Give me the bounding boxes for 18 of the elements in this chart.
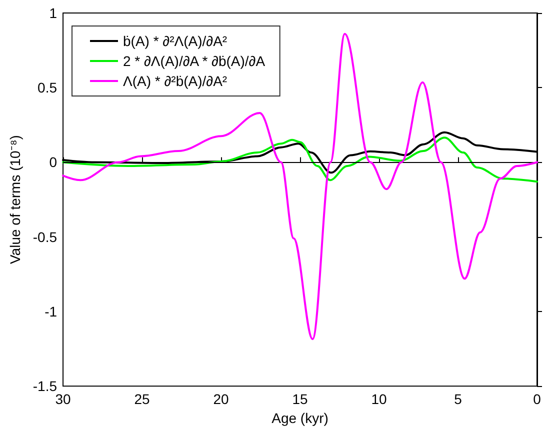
x-tick-label: 15	[292, 391, 308, 408]
x-axis-title: Age (kyr)	[272, 410, 328, 426]
x-tick-label: 20	[213, 391, 230, 408]
y-tick-label: -0.5	[32, 228, 58, 245]
y-tick-label: 0.5	[38, 80, 58, 96]
x-tick-label: 5	[454, 391, 462, 408]
legend-label: ḃ(A) * ∂²Λ(A)/∂A²	[123, 33, 228, 49]
y-tick-label: 1	[49, 5, 58, 21]
legend-label: 2 * ∂Λ(A)/∂A * ∂ḃ(A)/∂A	[123, 53, 266, 69]
x-tick-label: 25	[134, 391, 150, 408]
x-tick-label: 10	[371, 391, 388, 408]
legend-label: Λ(A) * ∂²ḃ(A)/∂A²	[123, 73, 228, 89]
y-tick-label: -1.5	[32, 378, 58, 394]
y-tick-label: -1	[44, 303, 58, 320]
x-tick-label: 30	[55, 391, 72, 408]
y-axis-title: Value of terms (10⁻⁸)	[7, 135, 23, 264]
x-tick-label: 0	[533, 391, 542, 408]
y-tick-label: 0	[49, 154, 58, 170]
